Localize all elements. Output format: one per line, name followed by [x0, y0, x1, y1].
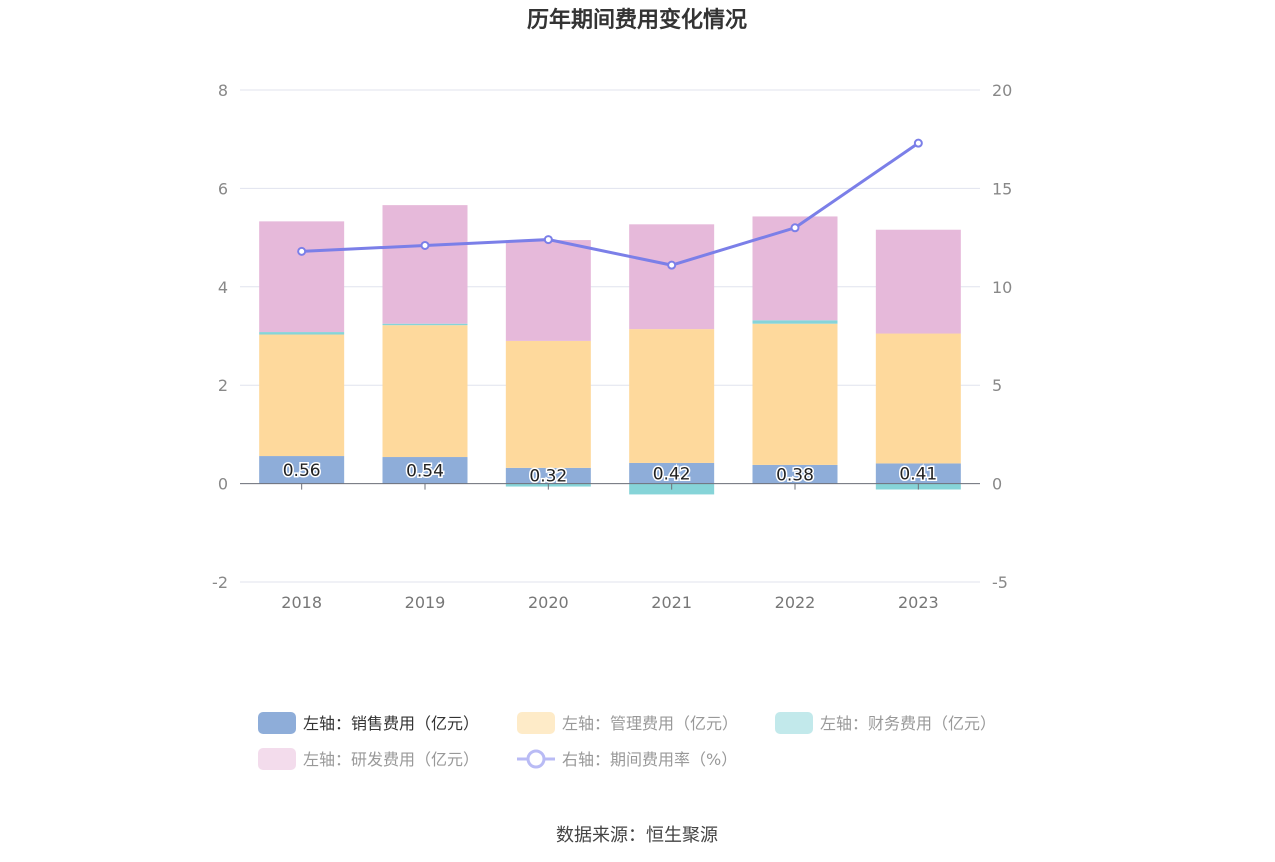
right-tick-label: 0: [992, 475, 1002, 494]
data-label: 0.54: [406, 461, 444, 481]
bar-segment: [629, 329, 715, 463]
legend-label: 左轴：财务费用（亿元）: [820, 714, 996, 733]
bar-segment: [875, 463, 961, 484]
left-tick-label: 2: [218, 376, 228, 395]
bar-segment: [259, 221, 345, 333]
bar-segment: [505, 240, 591, 341]
right-axis-ticks: -5 0 5 10 15 20: [992, 81, 1012, 592]
x-axis-ticks: 2018 2019 2020 2021 2022 2023: [281, 593, 938, 612]
legend-label: 右轴：期间费用率（%）: [562, 750, 737, 769]
bar-segment: [259, 456, 345, 484]
legend-swatch: [258, 712, 296, 734]
left-axis-ticks: -2 0 2 4 6 8: [212, 81, 228, 592]
data-label: 0.56: [283, 461, 321, 481]
data-label: 0.32: [529, 467, 567, 487]
bar-segment: [505, 340, 591, 468]
legend: 左轴：销售费用（亿元） 左轴：管理费用（亿元） 左轴：财务费用（亿元） 左轴：研发费用…: [258, 712, 996, 770]
left-tick-label: -2: [212, 573, 228, 592]
bar-segment: [382, 205, 468, 324]
bar-segment: [629, 462, 715, 484]
x-tick-label: 2018: [281, 593, 322, 612]
data-labels: 0.56 0.54 0.32 0.42 0.38 0.41: [281, 459, 939, 488]
bar-segment: [382, 457, 468, 484]
left-tick-label: 6: [218, 179, 228, 198]
left-tick-label: 0: [218, 475, 228, 494]
data-label: 0.42: [653, 464, 691, 484]
rate-point: [667, 260, 677, 270]
bar-segment: [505, 467, 591, 484]
right-tick-label: 10: [992, 278, 1012, 297]
bar-segment: [259, 334, 345, 457]
legend-swatch: [526, 749, 546, 769]
left-tick-label: 8: [218, 81, 228, 100]
rate-point: [297, 246, 307, 256]
bar-segment: [752, 464, 838, 484]
rate-point: [420, 240, 430, 250]
bar-segment: [259, 332, 345, 335]
legend-label: 左轴：研发费用（亿元）: [303, 750, 479, 769]
grid-lines: [240, 89, 980, 583]
rate-point: [790, 223, 800, 233]
left-tick-label: 4: [218, 278, 228, 297]
right-tick-label: 15: [992, 179, 1012, 198]
x-axis-line: [240, 483, 980, 490]
right-tick-label: 20: [992, 81, 1012, 100]
x-tick-label: 2020: [528, 593, 569, 612]
rate-line-series: [297, 138, 923, 270]
rate-point: [543, 235, 553, 245]
legend-label: 左轴：管理费用（亿元）: [562, 714, 738, 733]
x-tick-label: 2023: [898, 593, 939, 612]
source-text: 数据来源：恒生聚源: [556, 825, 718, 846]
legend-swatch: [258, 748, 296, 770]
legend-swatch: [775, 712, 813, 734]
bar-segment: [875, 333, 961, 464]
bar-series: [259, 205, 961, 495]
x-tick-label: 2022: [775, 593, 816, 612]
bar-segment: [629, 224, 715, 330]
right-tick-label: -5: [992, 573, 1008, 592]
bar-segment: [382, 325, 468, 458]
x-tick-label: 2021: [651, 593, 692, 612]
bar-segment: [382, 323, 468, 326]
chart-title: 历年期间费用变化情况: [527, 7, 747, 33]
right-tick-label: 5: [992, 376, 1002, 395]
bar-segment: [752, 320, 838, 324]
bar-segment: [752, 323, 838, 465]
rate-point: [913, 138, 923, 148]
bar-segment: [875, 229, 961, 334]
data-label: 0.41: [899, 465, 937, 485]
x-tick-label: 2019: [405, 593, 446, 612]
bar-segment: [752, 216, 838, 321]
rate-line: [301, 141, 920, 267]
legend-label: 左轴：销售费用（亿元）: [303, 714, 479, 733]
data-label: 0.38: [776, 465, 814, 485]
legend-swatch: [517, 712, 555, 734]
